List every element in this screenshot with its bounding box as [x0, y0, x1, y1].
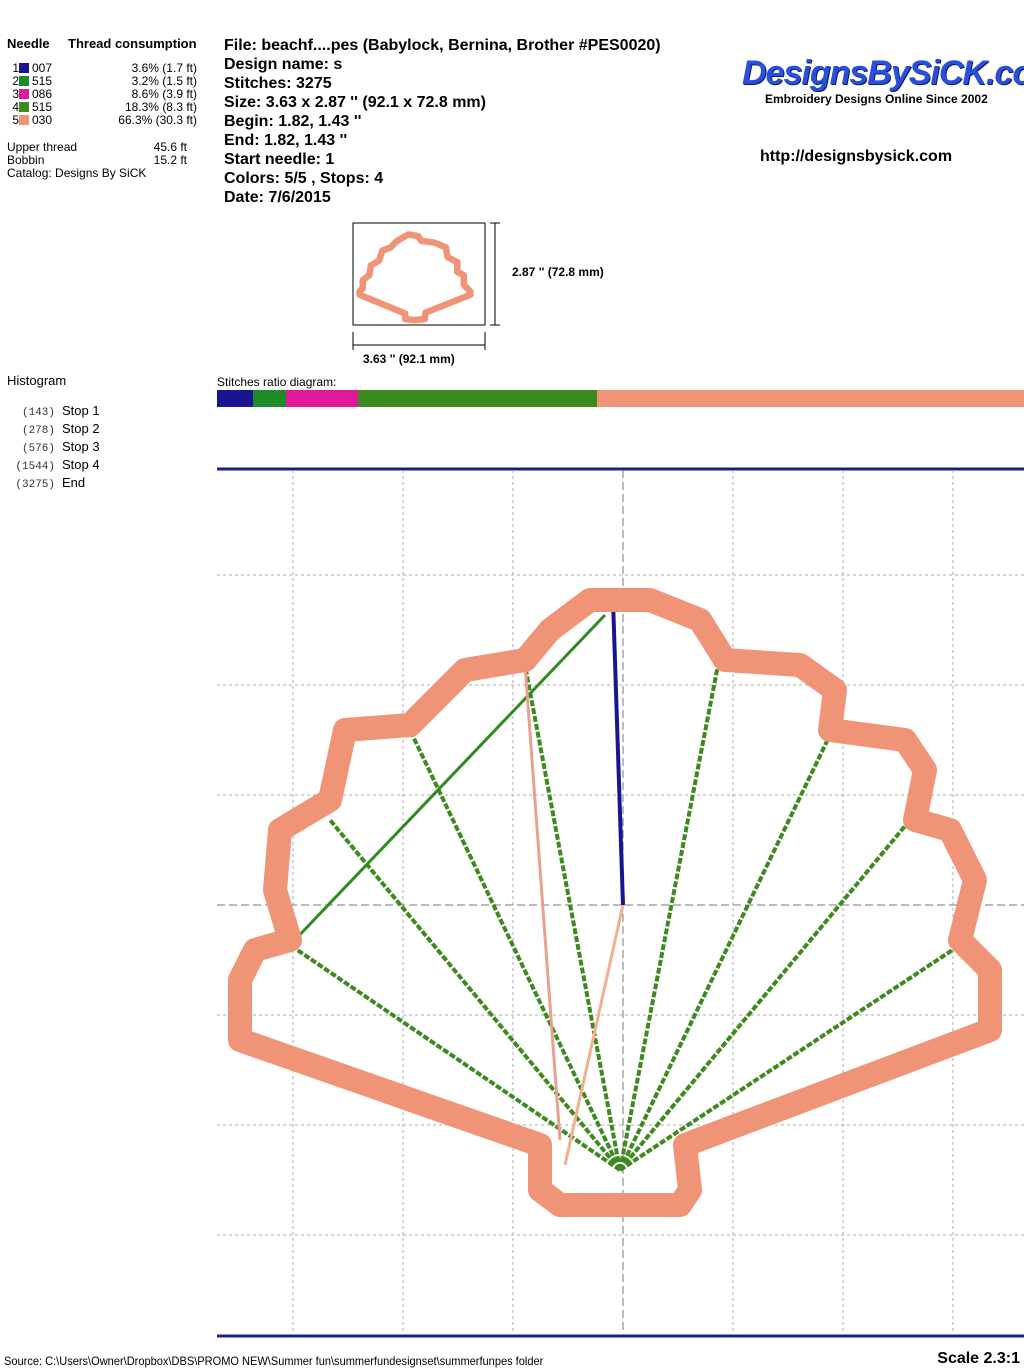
design-name: Design name: s	[224, 56, 343, 73]
upper-thread-row: Upper thread 45.6 ft	[7, 141, 187, 154]
histogram-count: (278)	[21, 425, 55, 437]
design-info: File: beachf....pes (Babylock, Bernina, …	[224, 36, 661, 207]
histogram-count: (143)	[21, 407, 55, 419]
thread-consumption: 3.6% (1.7 ft)	[131, 61, 197, 75]
bobbin-row: Bobbin 15.2 ft	[7, 154, 187, 167]
thread-code: 030	[32, 113, 53, 127]
ratio-segment	[252, 390, 286, 407]
histogram-label: Stop 2	[62, 421, 100, 436]
histogram-item: (1544) Stop 4	[7, 457, 100, 475]
histogram-label: Stop 3	[62, 439, 100, 454]
thread-code: 515	[32, 100, 53, 114]
start-needle: Start needle: 1	[224, 151, 335, 168]
ratio-title: Stitches ratio diagram:	[217, 375, 337, 389]
histogram-item: (143) Stop 1	[7, 403, 100, 421]
date: Date: 7/6/2015	[224, 189, 331, 206]
thread-consumption: 3.2% (1.5 ft)	[131, 74, 197, 88]
scale-label: Scale 2.3:1	[937, 1350, 1020, 1367]
thread-row: 5 030 66.3% (30.3 ft)	[7, 114, 207, 127]
color-swatch	[19, 115, 29, 125]
thread-consumption: 66.3% (30.3 ft)	[118, 113, 197, 127]
bobbin-value: 15.2 ft	[153, 153, 187, 167]
histogram-count: (3275)	[15, 479, 55, 491]
ratio-segment	[358, 390, 598, 407]
needle-number: 5	[12, 113, 19, 127]
thread-row: 3 086 8.6% (3.9 ft)	[7, 88, 207, 101]
needle-number: 2	[12, 74, 19, 88]
color-swatch	[19, 76, 29, 86]
design-thumbnail	[352, 222, 500, 350]
histogram-item: (278) Stop 2	[7, 421, 100, 439]
thread-row: 2 515 3.2% (1.5 ft)	[7, 75, 207, 88]
color-swatch	[19, 102, 29, 112]
size: Size: 3.63 x 2.87 '' (92.1 x 72.8 mm)	[224, 94, 486, 111]
ratio-segment	[597, 390, 1024, 407]
needle-number: 1	[12, 61, 19, 75]
ratio-segment	[217, 390, 253, 407]
histogram-item: (576) Stop 3	[7, 439, 100, 457]
brand-tagline: Embroidery Designs Online Since 2002	[765, 92, 988, 106]
histogram-label: Stop 4	[62, 457, 100, 472]
thread-row: 1 007 3.6% (1.7 ft)	[7, 62, 207, 75]
brand-logo: DesignsBySiCK.com	[742, 54, 1024, 92]
histogram-item: (3275) End	[7, 475, 100, 493]
file-name: File: beachf....pes (Babylock, Bernina, …	[224, 37, 661, 54]
thread-code: 007	[32, 61, 53, 75]
catalog: Catalog: Designs By SiCK	[7, 166, 147, 180]
brand-url[interactable]: http://designsbysick.com	[760, 148, 953, 165]
thread-consumption: 18.3% (8.3 ft)	[124, 100, 197, 114]
thread-row: 4 515 18.3% (8.3 ft)	[7, 101, 207, 114]
source-path: Source: C:\Users\Owner\Dropbox\DBS\PROMO…	[4, 1354, 544, 1368]
thumbnail-width-label: 3.63 '' (92.1 mm)	[363, 352, 455, 366]
stitches: Stitches: 3275	[224, 75, 332, 92]
needle-number: 3	[12, 87, 19, 101]
upper-thread-value: 45.6 ft	[153, 140, 187, 154]
needle-header: Needle	[7, 36, 50, 51]
colors-stops: Colors: 5/5 , Stops: 4	[224, 170, 384, 187]
color-swatch	[19, 89, 29, 99]
bobbin-label: Bobbin	[7, 153, 45, 167]
consumption-header: Thread consumption	[68, 36, 197, 51]
needle-number: 4	[12, 100, 19, 114]
histogram-count: (576)	[21, 443, 55, 455]
histogram-list: (143) Stop 1 (278) Stop 2 (576) Stop 3 (1544) S…	[7, 403, 100, 493]
end: End: 1.82, 1.43 ''	[224, 132, 348, 149]
thread-consumption: 8.6% (3.9 ft)	[131, 87, 197, 101]
color-swatch	[19, 63, 29, 73]
histogram-label: End	[62, 475, 86, 490]
histogram-label: Stop 1	[62, 403, 100, 418]
upper-thread-label: Upper thread	[7, 140, 78, 154]
histogram-title: Histogram	[7, 373, 67, 388]
stitches-ratio-bar	[217, 390, 1024, 407]
thread-code: 086	[32, 87, 53, 101]
thumbnail-height-label: 2.87 '' (72.8 mm)	[512, 265, 604, 279]
begin: Begin: 1.82, 1.43 ''	[224, 113, 362, 130]
thread-code: 515	[32, 74, 53, 88]
histogram-count: (1544)	[15, 461, 55, 473]
ratio-segment	[285, 390, 359, 407]
